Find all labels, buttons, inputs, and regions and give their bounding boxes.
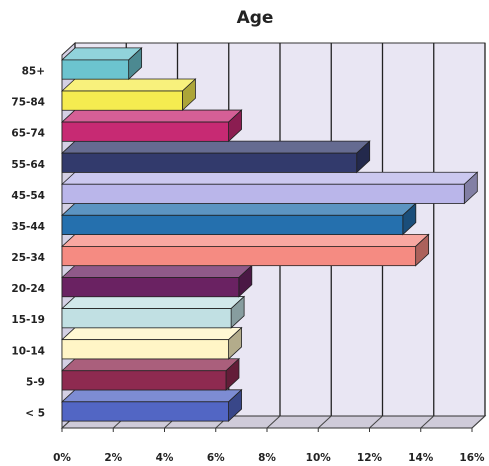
bar-front-face [61, 308, 232, 329]
bar-front-face [61, 401, 229, 422]
bar-front-face [61, 246, 417, 267]
bars [60, 46, 479, 423]
x-tick-label: 10% [306, 452, 332, 464]
bar-front-face [61, 183, 465, 204]
bar-top-face [60, 202, 417, 216]
bar [60, 202, 417, 236]
x-axis-tick-labels: 0% 2% 4% 6% 8% 10% 12% 14% 16% [53, 452, 485, 464]
chart-title: Age [237, 8, 274, 28]
y-tick-label: 45-54 [11, 190, 45, 202]
x-tick-label: 0% [53, 452, 71, 464]
y-tick-label: 75-84 [11, 97, 45, 109]
bar-top-face [60, 327, 243, 341]
floor-gridline [369, 415, 383, 429]
bar-top-face [60, 234, 430, 247]
bar [60, 140, 371, 174]
bar-top-face [60, 389, 243, 403]
y-tick-label: 15-19 [11, 314, 45, 326]
y-tick-label: 10-14 [11, 345, 45, 357]
bar-front-face [61, 277, 240, 298]
bar [60, 264, 253, 298]
x-tick-label: 14% [408, 452, 434, 464]
x-tick-label: 6% [207, 452, 225, 464]
y-axis-tick-labels: < 5 5-9 10-14 15-19 20-24 25-34 35-44 45-54 55-6… [11, 66, 45, 420]
bar-front-face [61, 214, 404, 235]
x-tick-label: 8% [258, 452, 276, 464]
y-tick-label: 20-24 [11, 283, 45, 295]
bar [60, 295, 246, 329]
bar [60, 78, 197, 112]
floor-gridline [317, 415, 332, 429]
bar-front-face [61, 339, 229, 360]
bar-top-face [60, 47, 143, 61]
bar-top-face [60, 109, 243, 123]
x-tick-label: 12% [357, 452, 383, 464]
floor-gridline [471, 415, 486, 429]
y-tick-label: < 5 [25, 407, 45, 419]
bar [60, 388, 243, 423]
x-tick-label: 16% [459, 452, 485, 464]
floor-gridline [420, 415, 435, 429]
bar [60, 46, 143, 81]
y-tick-label: 85+ [22, 66, 45, 78]
y-tick-label: 25-34 [11, 252, 45, 264]
bar [60, 233, 430, 267]
bar-front-face [61, 152, 358, 173]
bar [60, 326, 243, 360]
bar-front-face [61, 59, 130, 80]
bar [60, 109, 243, 143]
x-tick-label: 2% [104, 452, 122, 464]
bar-top-face [60, 296, 246, 309]
floor-gridline [266, 415, 281, 429]
x-tick-label: 4% [156, 452, 174, 464]
bar-front-face [61, 121, 229, 142]
bar-front-face [61, 90, 183, 111]
bar-top-face [60, 171, 479, 185]
bar-front-face [61, 370, 227, 391]
bar-top-face [60, 358, 241, 372]
bar [60, 357, 241, 391]
y-tick-label: 5-9 [26, 376, 45, 388]
bar-top-face [60, 78, 197, 92]
y-tick-label: 65-74 [11, 128, 45, 140]
bar [60, 171, 479, 205]
y-tick-label: 35-44 [11, 221, 45, 233]
bar-top-face [60, 265, 253, 278]
bar-top-face [60, 140, 371, 154]
y-tick-label: 55-64 [11, 159, 45, 171]
